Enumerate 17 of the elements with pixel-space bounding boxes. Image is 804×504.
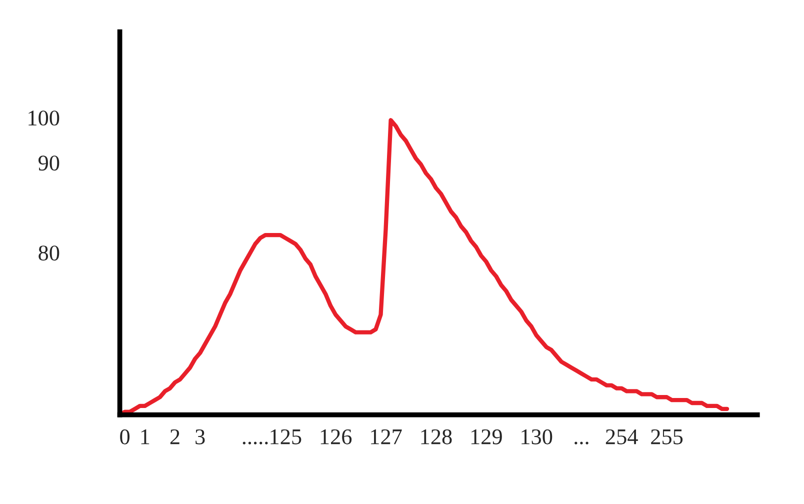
x-tick-label: 125: [270, 429, 302, 444]
x-tick-label: 126: [320, 429, 352, 444]
x-tick-label: 3: [196, 429, 205, 444]
x-tick-label: 2: [170, 429, 180, 444]
x-tick-label: 0: [120, 429, 130, 444]
x-tick-label: 128: [421, 429, 452, 444]
x-tick-label: 129: [471, 429, 502, 444]
x-tick-label: ...: [574, 442, 588, 444]
x-tick-label: 254: [606, 429, 638, 444]
x-tick-label: 130: [522, 429, 552, 444]
x-tick-label: 1: [141, 429, 150, 444]
text: 80: [38, 246, 60, 261]
x-tick-label: 255: [651, 429, 683, 444]
text: 100: [28, 110, 60, 126]
x-tick-label: .....: [242, 442, 268, 444]
x-tick-label: 127: [371, 429, 402, 444]
text: 90: [38, 156, 60, 171]
